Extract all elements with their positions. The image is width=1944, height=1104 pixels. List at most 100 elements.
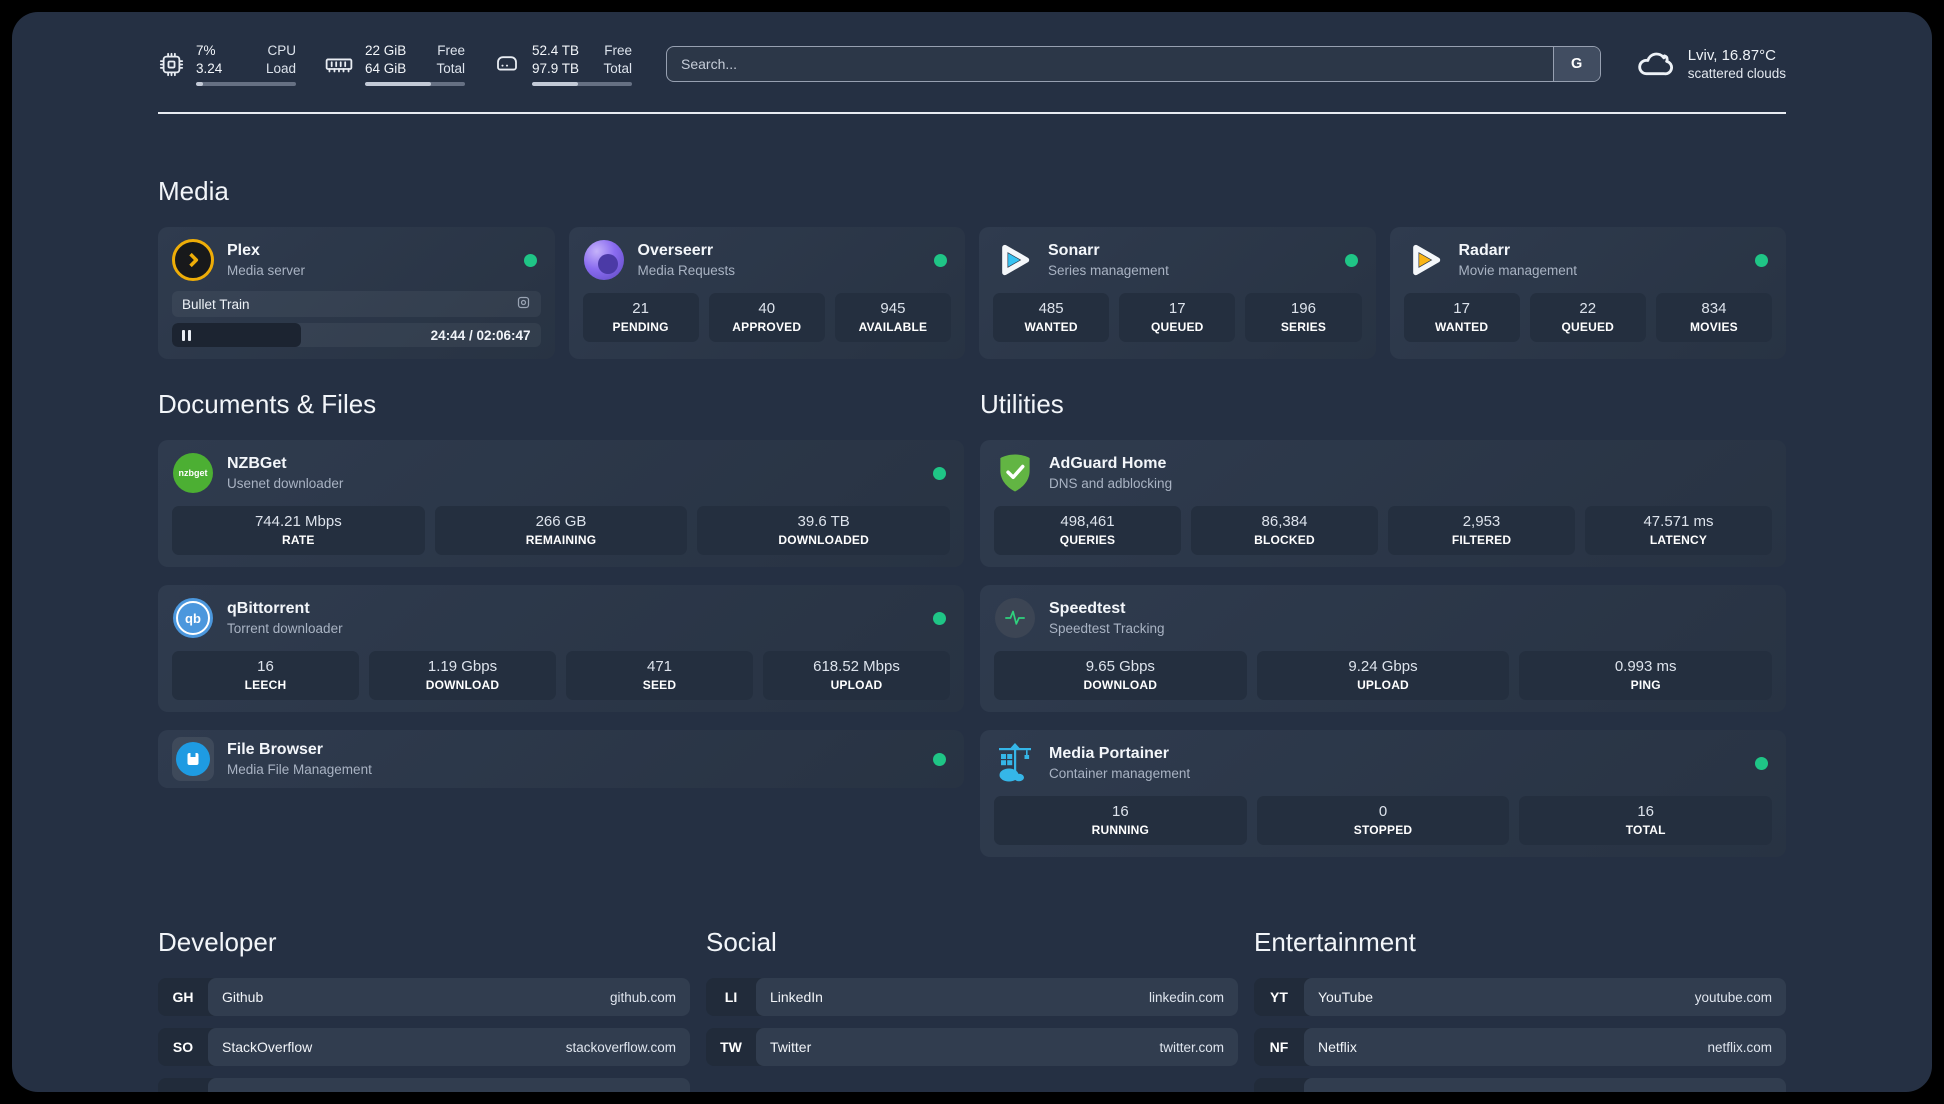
bookmark-url: reddit.com xyxy=(1709,1090,1772,1092)
stat-box: 16 TOTAL xyxy=(1519,796,1773,846)
stat-box: 498,461 QUERIES xyxy=(994,506,1181,556)
bookmark-abbr: LI xyxy=(724,989,738,1006)
bookmark-netflix[interactable]: NF Netflix netflix.com xyxy=(1254,1028,1786,1067)
player-time: 24:44 / 02:06:47 xyxy=(430,327,531,343)
documents-section-title: Documents & Files xyxy=(158,389,377,420)
stat-box: 40 APPROVED xyxy=(708,293,825,343)
status-dot xyxy=(934,253,947,267)
entertainment-section-title: Entertainment xyxy=(1254,927,1416,958)
bookmark-name: Github xyxy=(222,989,264,1006)
bookmark-abbr: GH xyxy=(172,989,194,1006)
cpu-chip-icon xyxy=(158,51,185,78)
bookmark-name: Netflix xyxy=(1318,1039,1357,1056)
ram-free-label: Free xyxy=(437,43,465,58)
app-name: Plex xyxy=(227,241,260,259)
plex-card[interactable]: Plex Media server Bullet Train xyxy=(158,227,555,360)
stat-box: 744.21 Mbps RATE xyxy=(172,506,425,556)
radarr-card[interactable]: Radarr Movie management 17 WANTED 22 QUEUE… xyxy=(1389,227,1786,360)
cpu-usage-value: 7% xyxy=(196,43,216,58)
overseerr-card[interactable]: Overseerr Media Requests 21 PENDING 40 APP… xyxy=(568,227,965,360)
header-divider xyxy=(158,112,1786,115)
cloud-icon xyxy=(1635,45,1675,84)
bookmark-name: DEV xyxy=(222,1089,251,1092)
status-dot xyxy=(1755,253,1768,267)
cpu-label: CPU xyxy=(267,43,296,58)
qbittorrent-card[interactable]: qb qBittorrent Torrent downloader 16 LEEC… xyxy=(158,585,964,713)
entertainment-bookmarks: Entertainment YT YouTube youtube.com NF N… xyxy=(1254,927,1786,1092)
bookmark-linkedin[interactable]: LI LinkedIn linkedin.com xyxy=(706,978,1238,1017)
developer-section-title: Developer xyxy=(158,927,277,958)
bookmark-url: twitter.com xyxy=(1159,1039,1224,1055)
bookmark-abbr: RE xyxy=(1254,1078,1304,1092)
status-dot xyxy=(523,253,537,267)
app-name: Radarr xyxy=(1458,241,1511,259)
media-section: Media Plex Media server xyxy=(158,176,1786,360)
bookmark-reddit[interactable]: RE Reddit reddit.com xyxy=(1254,1078,1786,1092)
app-subtitle: Media Requests xyxy=(637,262,736,278)
documents-section: Documents & Files nzbget NZBGet Usenet d… xyxy=(158,389,964,875)
bookmark-name: LinkedIn xyxy=(770,989,823,1006)
ram-progress-bar xyxy=(365,82,465,87)
bookmark-abbr: TW xyxy=(720,1039,742,1056)
bookmark-abbr: DT xyxy=(158,1078,208,1092)
cast-icon[interactable] xyxy=(516,295,531,313)
bookmark-stackoverflow[interactable]: SO StackOverflow stackoverflow.com xyxy=(158,1028,690,1067)
weather-widget: Lviv, 16.87°C scattered clouds xyxy=(1635,45,1786,84)
search-bar[interactable]: G xyxy=(666,46,1601,83)
now-playing-title: Bullet Train xyxy=(182,296,250,312)
portainer-card[interactable]: Media Portainer Container management 16 R… xyxy=(980,730,1786,858)
stat-box: 471 SEED xyxy=(566,651,753,701)
stat-box: 196 SERIES xyxy=(1245,293,1362,343)
bookmark-url: linkedin.com xyxy=(1148,989,1224,1005)
sonarr-card[interactable]: Sonarr Series management 485 WANTED 17 QUE… xyxy=(979,227,1376,360)
search-input[interactable] xyxy=(667,47,1553,82)
bookmark-url: youtube.com xyxy=(1694,989,1772,1005)
bookmark-name: Twitter xyxy=(770,1039,812,1056)
ram-total-label: Total xyxy=(436,60,465,76)
bookmark-twitter[interactable]: TW Twitter twitter.com xyxy=(706,1028,1238,1067)
bookmark-youtube[interactable]: YT YouTube youtube.com xyxy=(1254,978,1786,1017)
stat-box: 945 AVAILABLE xyxy=(834,293,952,343)
status-dot xyxy=(1755,756,1768,770)
adguard-shield-icon xyxy=(994,452,1036,494)
app-subtitle: Usenet downloader xyxy=(227,475,344,491)
ram-widget: 22 GiB Free 64 GiB Total xyxy=(324,42,465,87)
bookmark-url: dev.to xyxy=(640,1090,676,1092)
bookmark-url: netflix.com xyxy=(1707,1039,1772,1055)
bookmark-abbr: SO xyxy=(172,1039,194,1056)
bookmark-dev[interactable]: DT DEV dev.to xyxy=(158,1078,690,1092)
file-browser-card[interactable]: File Browser Media File Management xyxy=(158,730,964,789)
app-subtitle: Speedtest Tracking xyxy=(1049,620,1165,636)
status-dot xyxy=(933,752,946,766)
search-engine-button[interactable]: G xyxy=(1552,47,1600,82)
bookmark-github[interactable]: GH Github github.com xyxy=(158,978,690,1017)
stat-box: 1.19 Gbps DOWNLOAD xyxy=(369,651,556,701)
bookmark-url: stackoverflow.com xyxy=(565,1039,676,1055)
status-dot xyxy=(933,611,946,625)
adguard-card[interactable]: AdGuard Home DNS and adblocking 498,461 Q… xyxy=(980,440,1786,568)
hard-drive-icon xyxy=(493,51,521,78)
bookmark-name: StackOverflow xyxy=(222,1039,313,1056)
speedtest-card[interactable]: Speedtest Speedtest Tracking 9.65 Gbps DO… xyxy=(980,585,1786,713)
developer-bookmarks: Developer GH Github github.com SO StackOv… xyxy=(158,927,690,1092)
bookmark-name: Reddit xyxy=(1318,1089,1358,1092)
status-dot xyxy=(1344,253,1358,267)
weather-location: Lviv, 16.87°C xyxy=(1687,46,1776,64)
app-name: Sonarr xyxy=(1048,241,1100,259)
app-subtitle: Torrent downloader xyxy=(227,620,343,636)
utilities-section: Utilities AdGuard Home DNS and adblocki xyxy=(980,389,1786,875)
status-dot xyxy=(933,466,946,480)
utilities-section-title: Utilities xyxy=(980,389,1064,420)
disk-total-value: 97.9 TB xyxy=(532,60,580,76)
player-progress[interactable]: 24:44 / 02:06:47 xyxy=(172,323,541,348)
app-name: AdGuard Home xyxy=(1049,454,1167,472)
disk-total-label: Total xyxy=(603,60,632,76)
radarr-icon xyxy=(1404,239,1446,281)
stat-box: 17 QUEUED xyxy=(1119,293,1236,343)
stat-box: 485 WANTED xyxy=(993,293,1110,343)
bookmark-name: YouTube xyxy=(1318,989,1374,1006)
pause-button[interactable] xyxy=(182,329,191,341)
nzbget-card[interactable]: nzbget NZBGet Usenet downloader 744.21 M… xyxy=(158,440,964,568)
app-name: Overseerr xyxy=(637,241,714,259)
disk-free-label: Free xyxy=(604,43,632,58)
